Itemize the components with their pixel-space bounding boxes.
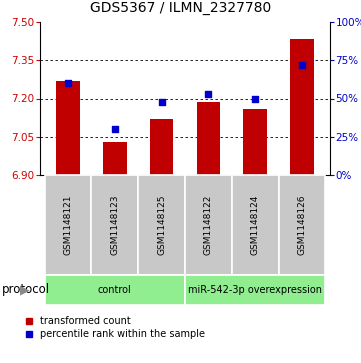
- Bar: [138, 175, 185, 275]
- Bar: [45, 175, 91, 275]
- Text: protocol: protocol: [2, 284, 50, 297]
- Legend: transformed count, percentile rank within the sample: transformed count, percentile rank withi…: [22, 312, 209, 343]
- Text: ▶: ▶: [20, 284, 30, 297]
- Bar: [91, 175, 138, 275]
- Point: [252, 95, 258, 101]
- Text: miR-542-3p overexpression: miR-542-3p overexpression: [188, 285, 322, 295]
- Point: [159, 99, 165, 105]
- Point: [299, 62, 305, 68]
- Bar: [103, 142, 127, 175]
- Text: GSM1148126: GSM1148126: [297, 195, 306, 255]
- Text: GSM1148123: GSM1148123: [110, 195, 119, 255]
- Bar: [197, 102, 220, 175]
- Text: control: control: [98, 285, 132, 295]
- Text: GDS5367 / ILMN_2327780: GDS5367 / ILMN_2327780: [90, 1, 271, 15]
- Bar: [185, 275, 325, 305]
- Point: [112, 126, 118, 132]
- Bar: [290, 38, 314, 175]
- Bar: [185, 175, 232, 275]
- Text: GSM1148125: GSM1148125: [157, 195, 166, 255]
- Point: [205, 91, 211, 97]
- Bar: [150, 119, 173, 175]
- Bar: [232, 175, 279, 275]
- Bar: [45, 275, 185, 305]
- Text: GSM1148122: GSM1148122: [204, 195, 213, 255]
- Bar: [56, 81, 80, 175]
- Point: [65, 80, 71, 86]
- Text: GSM1148121: GSM1148121: [64, 195, 73, 255]
- Bar: [279, 175, 325, 275]
- Text: GSM1148124: GSM1148124: [251, 195, 260, 255]
- Bar: [243, 109, 267, 175]
